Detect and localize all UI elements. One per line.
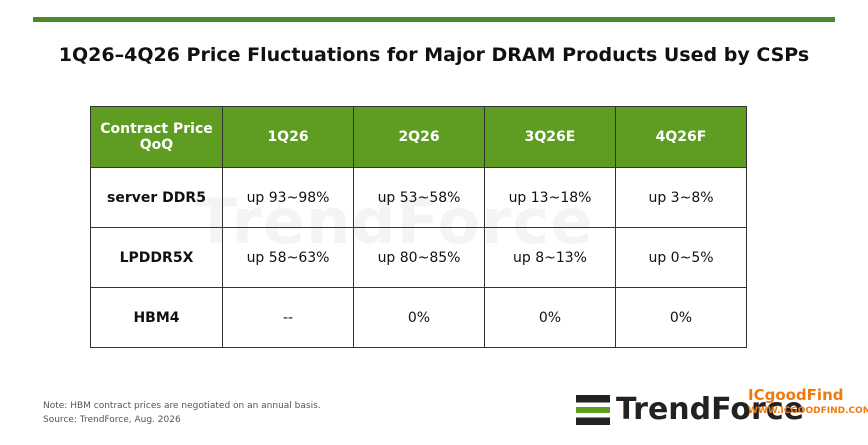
overlay-brand: ICgoodFind xyxy=(748,386,844,404)
cell: up 58~63% xyxy=(222,227,354,288)
table-row: LPDDR5X up 58~63% up 80~85% up 8~13% up 0~5% xyxy=(90,227,747,288)
table-row: server DDR5 up 93~98% up 53~58% up 13~18% up… xyxy=(90,167,747,228)
row-header: server DDR5 xyxy=(90,167,223,228)
cell: 0% xyxy=(615,287,747,348)
cell: up 3~8% xyxy=(615,167,747,228)
price-table: Contract Price QoQ 1Q26 2Q26 3Q26E 4Q26F ser… xyxy=(90,106,747,348)
column-header: 3Q26E xyxy=(484,106,616,168)
column-header: Contract Price QoQ xyxy=(90,106,223,168)
logo: TrendForce xyxy=(576,392,804,427)
cell: up 13~18% xyxy=(484,167,616,228)
cell: up 80~85% xyxy=(353,227,485,288)
cell: 0% xyxy=(353,287,485,348)
cell: up 53~58% xyxy=(353,167,485,228)
row-header: HBM4 xyxy=(90,287,223,348)
header-row: Contract Price QoQ 1Q26 2Q26 3Q26E 4Q26F xyxy=(90,106,747,168)
note: Note: HBM contract prices are negotiated… xyxy=(43,401,321,411)
logo-text: TrendForce xyxy=(616,392,804,427)
row-header: LPDDR5X xyxy=(90,227,223,288)
column-header: 1Q26 xyxy=(222,106,354,168)
cell: up 8~13% xyxy=(484,227,616,288)
overlay-url: WWW.ICGOODFIND.COM xyxy=(748,406,868,416)
table-row: HBM4 -- 0% 0% 0% xyxy=(90,287,747,348)
title: 1Q26–4Q26 Price Fluctuations for Major D… xyxy=(58,44,810,66)
source: Source: TrendForce, Aug. 2026 xyxy=(43,415,181,425)
cell: up 0~5% xyxy=(615,227,747,288)
cell: -- xyxy=(222,287,354,348)
column-header: 2Q26 xyxy=(353,106,485,168)
cell: 0% xyxy=(484,287,616,348)
cell: up 93~98% xyxy=(222,167,354,228)
logo-mark xyxy=(576,394,610,425)
column-header: 4Q26F xyxy=(615,106,747,168)
top-bar xyxy=(33,17,835,22)
table-body: server DDR5 up 93~98% up 53~58% up 13~18% up… xyxy=(90,167,747,348)
